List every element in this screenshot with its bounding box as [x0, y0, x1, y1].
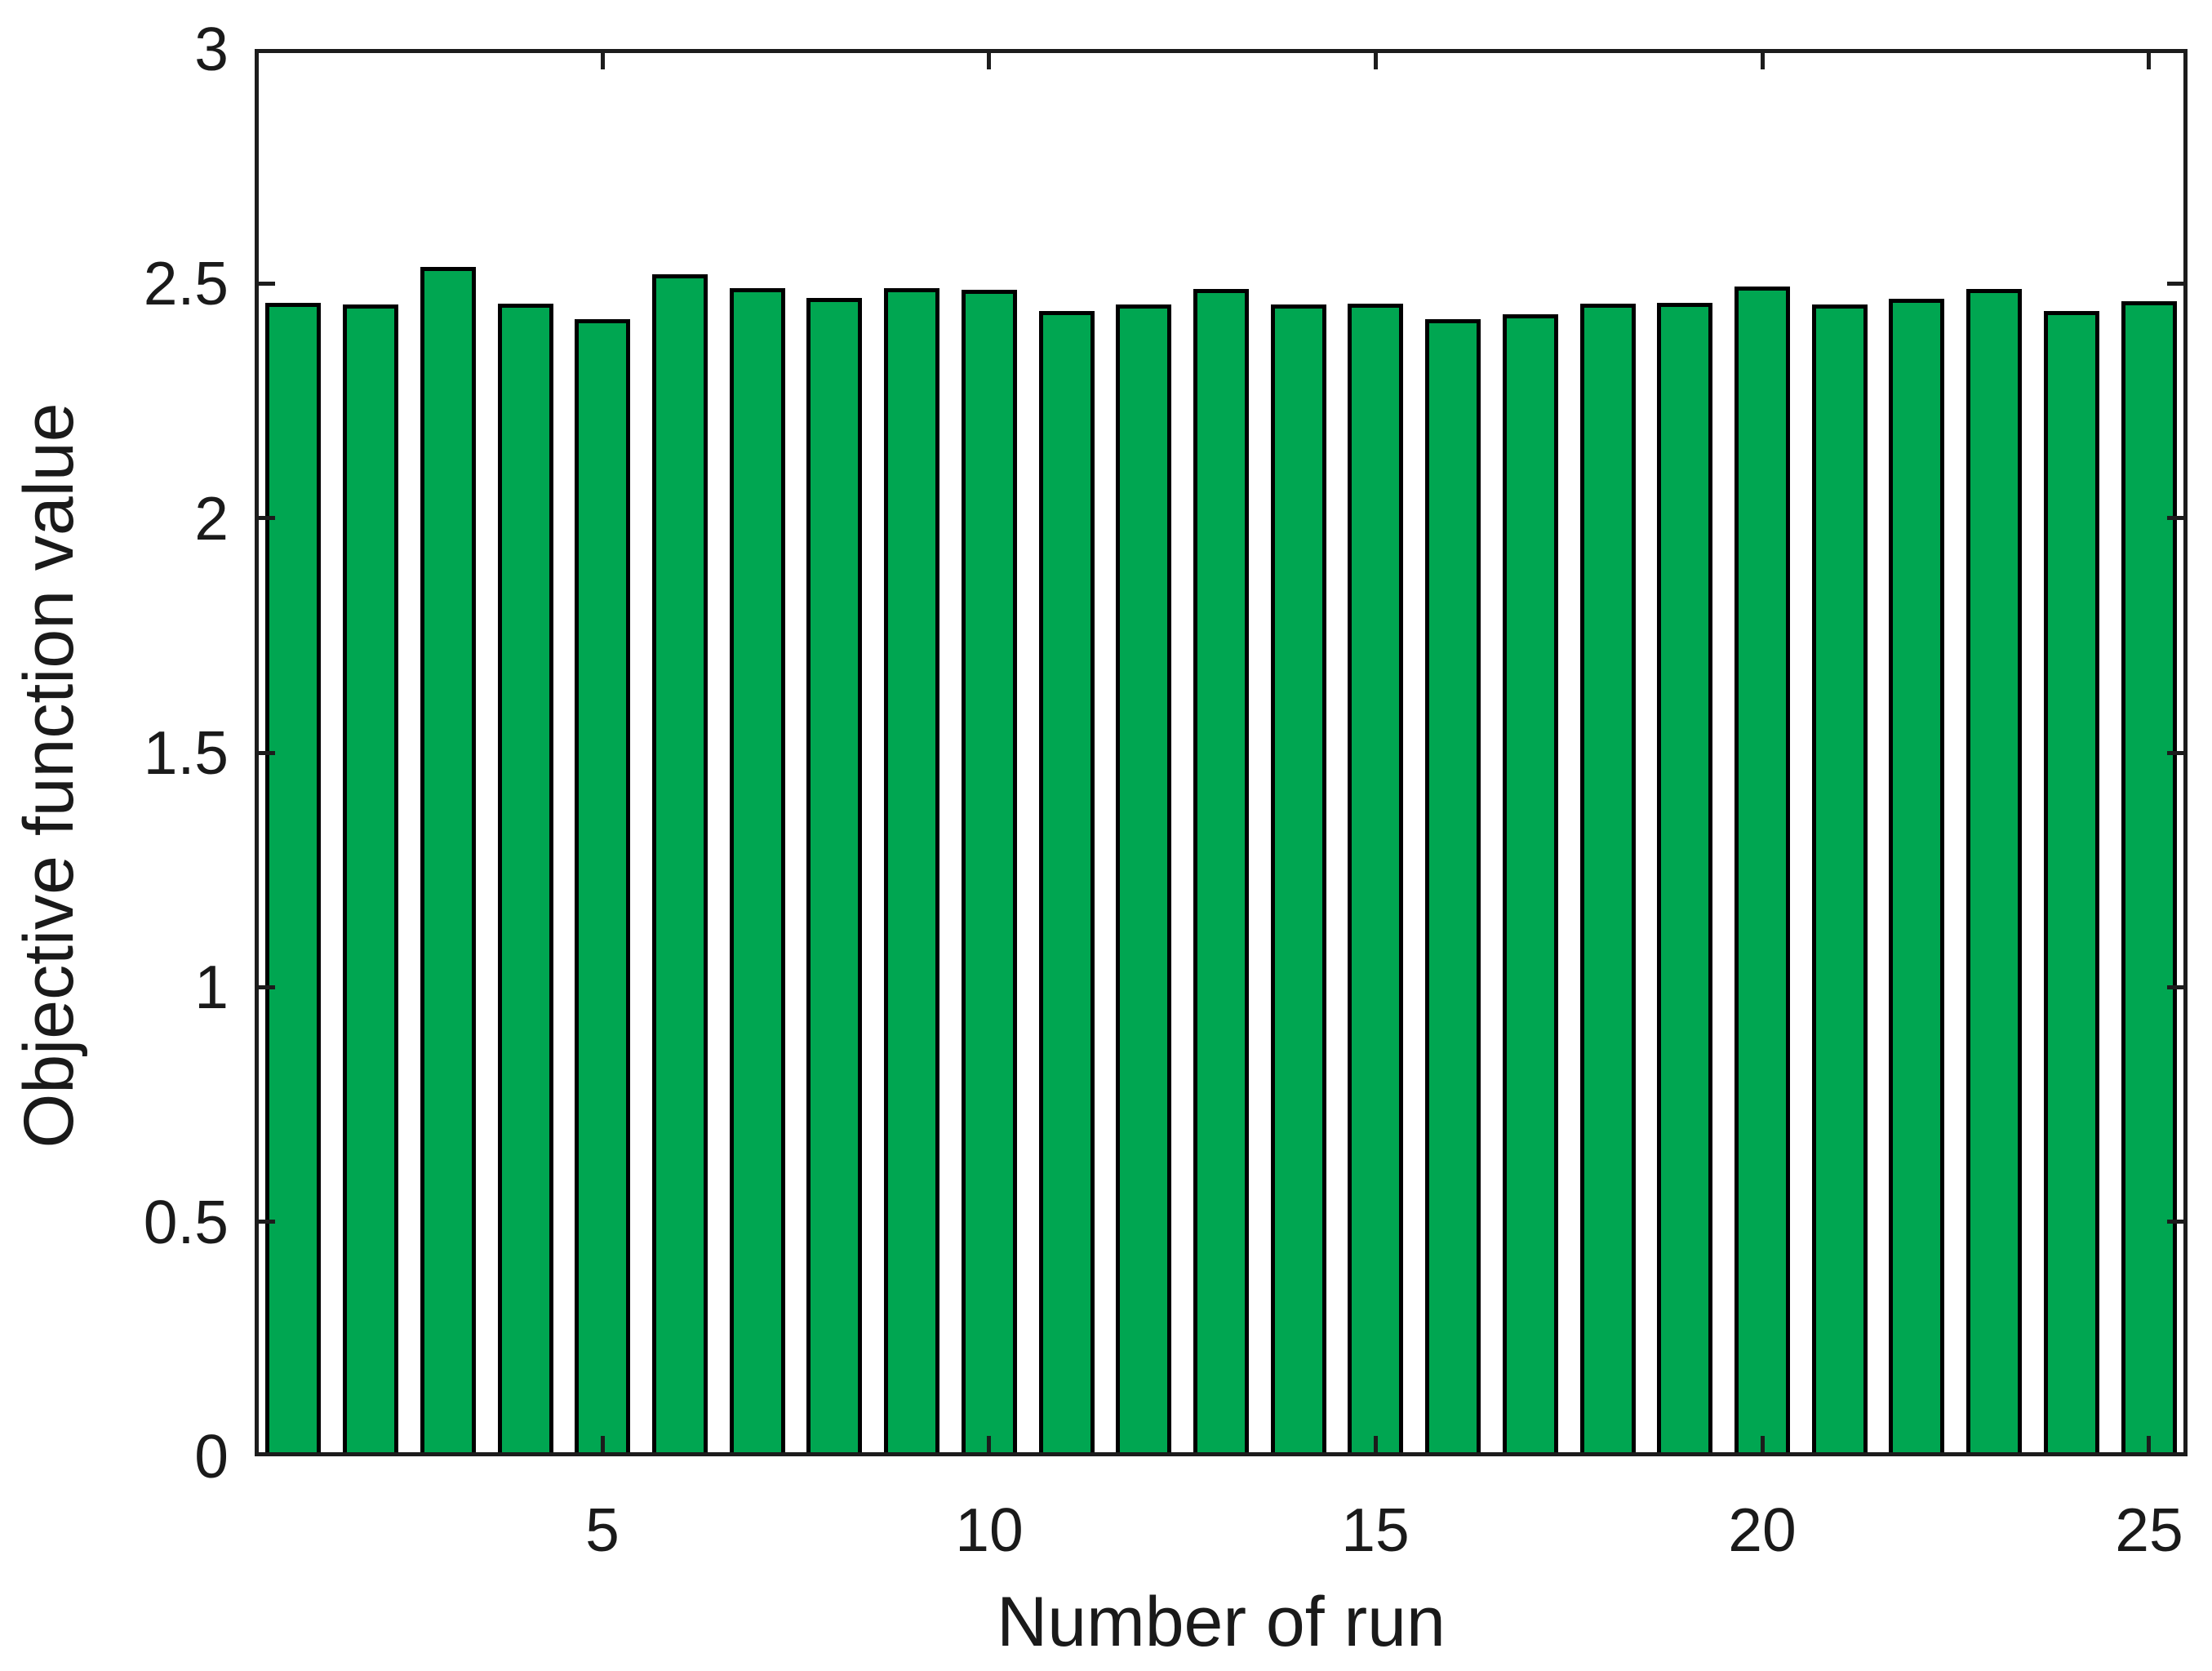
x-tick-top [601, 49, 605, 69]
bar-run-10 [962, 290, 1017, 1456]
bar-run-23 [1966, 289, 2022, 1456]
y-tick-right [2167, 1220, 2188, 1224]
y-tick-left [255, 751, 275, 755]
bar-run-19 [1657, 303, 1712, 1456]
x-tick-top [1374, 49, 1378, 69]
bar-run-11 [1039, 311, 1095, 1456]
y-tick-label: 1 [194, 953, 229, 1021]
bar-run-16 [1425, 319, 1481, 1456]
y-tick-label: 0 [194, 1422, 229, 1491]
x-tick-bottom [987, 1436, 991, 1456]
bar-run-17 [1503, 314, 1558, 1456]
plot-area [255, 49, 2188, 1456]
y-tick-label: 2.5 [143, 249, 229, 318]
bar-run-18 [1580, 304, 1636, 1456]
y-tick-label: 0.5 [143, 1188, 229, 1256]
x-tick-label: 20 [1728, 1495, 1797, 1564]
bar-run-21 [1812, 304, 1868, 1456]
y-tick-left [255, 516, 275, 520]
x-tick-bottom [1374, 1436, 1378, 1456]
bar-run-5 [575, 319, 630, 1456]
y-tick-right [2167, 985, 2188, 989]
y-tick-left [255, 282, 275, 286]
bar-run-12 [1116, 304, 1171, 1456]
y-tick-right [2167, 282, 2188, 286]
bar-run-7 [730, 288, 785, 1456]
bar-run-25 [2121, 301, 2177, 1456]
x-tick-top [1761, 49, 1765, 69]
y-tick-left [255, 1220, 275, 1224]
x-tick-label: 25 [2115, 1495, 2183, 1564]
x-tick-top [2147, 49, 2151, 69]
y-tick-label: 3 [194, 15, 229, 83]
bar-run-9 [884, 288, 939, 1456]
x-tick-bottom [601, 1436, 605, 1456]
x-axis-label: Number of run [997, 1583, 1446, 1661]
bar-run-8 [806, 298, 862, 1456]
bar-run-2 [343, 304, 398, 1456]
y-tick-label: 1.5 [143, 718, 229, 787]
y-axis-label: Objective function value [10, 402, 88, 1149]
x-tick-top [987, 49, 991, 69]
x-tick-bottom [1761, 1436, 1765, 1456]
x-tick-label: 5 [585, 1495, 620, 1564]
x-tick-bottom [2147, 1436, 2151, 1456]
x-tick-label: 10 [955, 1495, 1024, 1564]
bar-run-15 [1348, 304, 1403, 1456]
bar-run-4 [498, 304, 553, 1456]
y-tick-right [2167, 751, 2188, 755]
bar-run-24 [2044, 311, 2099, 1456]
bar-run-13 [1193, 289, 1249, 1456]
y-tick-left [255, 985, 275, 989]
y-tick-label: 2 [194, 484, 229, 553]
x-tick-label: 15 [1341, 1495, 1410, 1564]
y-tick-right [2167, 516, 2188, 520]
bar-run-1 [265, 303, 321, 1456]
bar-run-6 [652, 274, 708, 1456]
bar-run-20 [1735, 287, 1790, 1456]
